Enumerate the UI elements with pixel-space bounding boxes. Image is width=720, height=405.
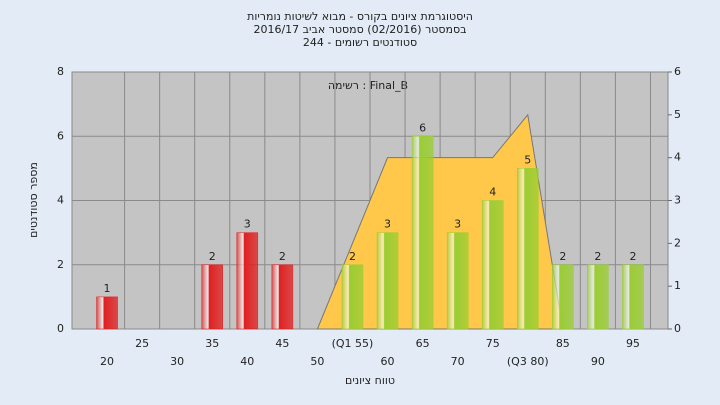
value-label: 5 — [524, 153, 531, 166]
value-label: 2 — [559, 250, 566, 263]
value-label: 2 — [349, 250, 356, 263]
x-tick-label: 30 — [170, 355, 184, 368]
y-tick-label: 6 — [57, 129, 64, 142]
bar — [552, 264, 574, 330]
y2-tick-label: 3 — [674, 194, 681, 207]
bar — [446, 232, 469, 330]
y2-tick-label: 5 — [674, 108, 681, 121]
y2-tick-label: 0 — [674, 322, 681, 335]
x-axis-label: טווח ציונים — [345, 374, 395, 387]
x-tick-label: 95 — [626, 337, 640, 350]
bar — [271, 264, 294, 330]
chart-subtitle: בסמסטר (02/2016) סמסטר אביב 2016/17 — [253, 23, 466, 36]
x-tick-label: 40 — [240, 355, 254, 368]
value-label: 2 — [279, 250, 286, 263]
bar — [481, 200, 504, 330]
chart-subtitle: סטודנטים רשומים - 244 — [303, 36, 417, 49]
chart-title: היסטוגרמת ציונים בקורס - מבוא לשיטות נומ… — [247, 10, 473, 23]
value-label: 3 — [384, 218, 391, 231]
x-tick-label: 60 — [381, 355, 395, 368]
value-label: 3 — [244, 218, 251, 231]
x-tick-label: 35 — [205, 337, 219, 350]
y-axis-label: מספר סטודנטים — [27, 162, 40, 238]
x-tick-label: (Q3 80) — [507, 355, 549, 368]
y2-tick-label: 1 — [674, 279, 681, 292]
value-label: 1 — [104, 282, 111, 295]
y-tick-label: 8 — [57, 65, 64, 78]
x-tick-label: 20 — [100, 355, 114, 368]
y-tick-label: 2 — [57, 258, 64, 271]
bar — [587, 264, 609, 330]
x-tick-label: (Q1 55) — [332, 337, 374, 350]
x-tick-label: 85 — [556, 337, 570, 350]
bar — [376, 232, 399, 330]
x-tick-label: 50 — [310, 355, 324, 368]
bar — [96, 296, 118, 330]
y2-tick-label: 6 — [674, 65, 681, 78]
bar — [341, 264, 364, 330]
bar — [236, 232, 259, 330]
x-tick-label: 75 — [486, 337, 500, 350]
y2-tick-label: 2 — [674, 236, 681, 249]
value-label: 4 — [489, 186, 496, 199]
value-label: 3 — [454, 218, 461, 231]
y2-tick-label: 4 — [674, 151, 681, 164]
y-tick-label: 0 — [57, 322, 64, 335]
value-label: 2 — [594, 250, 601, 263]
value-label: 2 — [209, 250, 216, 263]
value-label: 6 — [419, 121, 426, 134]
value-label: 2 — [629, 250, 636, 263]
bar — [516, 168, 539, 330]
x-tick-label: 65 — [416, 337, 430, 350]
bar — [201, 264, 224, 330]
x-tick-label: 70 — [451, 355, 465, 368]
x-tick-label: 25 — [135, 337, 149, 350]
annotation: רשימה : Final_B — [328, 79, 408, 92]
y-tick-label: 4 — [57, 194, 64, 207]
bar — [622, 264, 644, 330]
x-tick-label: 90 — [591, 355, 605, 368]
x-tick-label: 45 — [275, 337, 289, 350]
bar — [411, 136, 434, 330]
